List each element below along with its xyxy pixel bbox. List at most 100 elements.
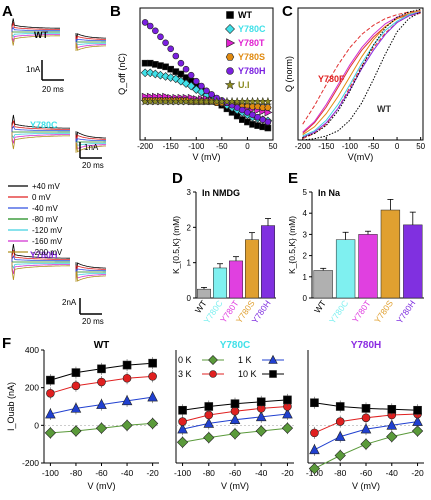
- current-trace: [75, 268, 106, 273]
- data-point-1-k: [45, 408, 56, 419]
- current-trace: [75, 138, 106, 142]
- current-trace: [11, 243, 70, 262]
- current-trace: [75, 42, 106, 52]
- plot-frame: [139, 7, 274, 141]
- x-tick-label: 50: [416, 142, 425, 151]
- data-point-1-k: [203, 417, 215, 428]
- voltage-legend-label: -200 mV: [32, 248, 63, 257]
- data-point-10-k: [310, 398, 319, 408]
- data-point-y780h: [152, 27, 159, 35]
- data-point-y780h: [182, 65, 190, 73]
- data-point-3-k: [148, 372, 157, 381]
- label-y780f: Y780F: [318, 74, 345, 84]
- data-point-0-k: [95, 422, 108, 434]
- normalized-q-curve: [302, 11, 421, 138]
- legend-label: Y780T: [238, 38, 265, 48]
- legend-marker: [208, 355, 218, 365]
- x-tick-label: -80: [334, 468, 347, 478]
- data-point-0-k: [334, 449, 346, 462]
- y-tick-label: 4: [303, 209, 308, 218]
- y-tick-label: 3: [187, 188, 192, 197]
- panel-letter-c: C: [282, 3, 293, 20]
- data-point-10-k: [283, 395, 292, 405]
- data-point-10-k: [71, 368, 81, 377]
- data-point-1-k: [121, 395, 133, 406]
- x-tick-label: -150: [163, 142, 180, 151]
- bar-y780h: [403, 224, 423, 299]
- normalized-q-curve: [302, 10, 421, 136]
- x-tick-label: -40: [121, 468, 134, 478]
- x-axis-label: V (mV): [221, 481, 249, 491]
- data-point-10-k: [230, 399, 240, 408]
- panel-a: WT Y780C Y780H 1nA 20 ms 1nA 20 ms 2nA 2…: [8, 18, 107, 326]
- current-trace: [11, 114, 71, 132]
- y-tick-label: 1: [303, 273, 308, 282]
- current-trace: [75, 271, 106, 279]
- data-point-1-k: [255, 411, 267, 422]
- current-trace: [75, 35, 106, 42]
- chart-f-wt: -100 -80 -60 -40 -20 -200 0 200 400 I_Ouab (nA) WT…: [6, 340, 159, 491]
- bar-y780t: [358, 234, 378, 299]
- bar-y780c: [213, 267, 227, 299]
- legend-marker: [224, 79, 236, 90]
- data-point-y780h: [192, 77, 200, 85]
- legend-label: U.I: [238, 80, 250, 90]
- x-tick-label: -80: [203, 468, 216, 478]
- x-tick-label: -100: [188, 142, 205, 151]
- x-tick-label: 50: [269, 142, 278, 151]
- data-point-1-k: [229, 413, 241, 424]
- x-tick-label: -20: [281, 468, 294, 478]
- row-label-wt: WT: [34, 30, 48, 40]
- data-point-10-k: [361, 404, 371, 413]
- chart-b-qv: -200 -150 -100 -50 0 50 V (mV) Q_off (nC) WT Y780…: [117, 7, 278, 162]
- x-axis-label: V (mV): [88, 481, 116, 491]
- current-trace: [11, 132, 70, 144]
- x-axis-label: V (mV): [193, 152, 221, 162]
- y-tick-label: 0: [34, 420, 39, 430]
- data-point-y780h: [264, 118, 272, 126]
- data-point-0-k: [203, 431, 215, 444]
- chart-title: WT: [94, 340, 110, 351]
- data-point-0-k: [255, 425, 267, 437]
- x-tick-label: Y780H: [394, 298, 417, 325]
- current-trace: [75, 32, 106, 42]
- chart-title: In Na: [318, 188, 341, 198]
- x-tick-label: -60: [95, 468, 108, 478]
- x-tick-label: -40: [386, 468, 399, 478]
- normalized-q-curve: [302, 10, 421, 133]
- data-point-y780c: [181, 79, 191, 88]
- current-trace: [75, 131, 106, 142]
- normalized-q-curve: [302, 8, 421, 138]
- data-point-0-k: [146, 417, 159, 430]
- data-point-3-k: [335, 417, 345, 426]
- data-point-0-k: [386, 431, 398, 443]
- bar-wt: [197, 288, 211, 299]
- current-trace: [11, 262, 70, 281]
- x-axis-label: V (mV): [352, 481, 380, 491]
- normalized-q-curve: [302, 11, 421, 134]
- x-tick-label: -150: [318, 142, 335, 151]
- data-point-1-k: [412, 415, 423, 426]
- data-point-3-k: [97, 377, 106, 387]
- data-point-3-k: [178, 417, 187, 426]
- scale-current-y780c: 1nA: [84, 143, 99, 152]
- current-trace: [75, 270, 106, 282]
- x-tick-label: WT: [312, 298, 328, 315]
- x-tick-label: Y780S: [372, 298, 395, 325]
- panel-letter-b: B: [110, 3, 121, 20]
- normalized-q-curve: [302, 11, 421, 137]
- data-point-0-k: [44, 427, 57, 439]
- bar-y780t: [229, 260, 243, 299]
- data-point-10-k: [387, 405, 397, 414]
- bar-y780s: [245, 239, 259, 299]
- data-point-y780h: [141, 19, 149, 26]
- y-axis-label: I_Ouab (nA): [6, 382, 16, 431]
- legend-marker: [268, 354, 278, 364]
- data-point-10-k: [256, 397, 266, 407]
- data-point-3-k: [46, 389, 55, 398]
- chart-f-y780c: -100 -80 -60 -40 -20 Y780C V (mV) 0 K 1 K 3 K 10 K: [174, 340, 294, 491]
- bar-y780s: [380, 209, 401, 299]
- data-point-y780h: [198, 82, 205, 90]
- y-tick-label: 3: [303, 230, 308, 239]
